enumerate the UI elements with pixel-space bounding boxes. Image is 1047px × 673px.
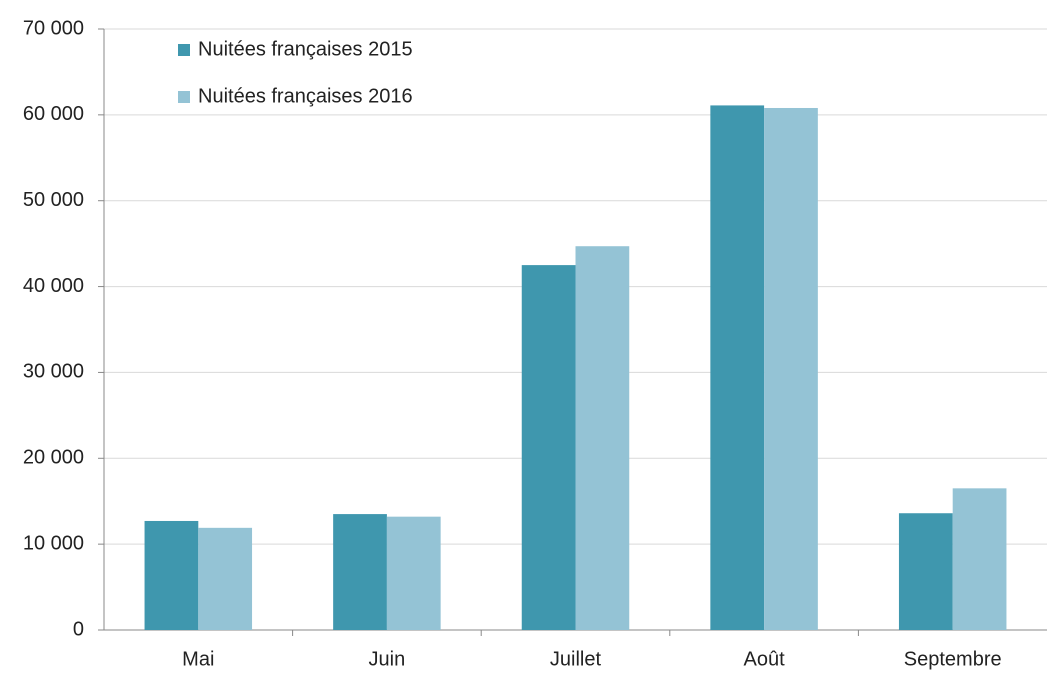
bar	[764, 107, 818, 630]
bar	[898, 513, 953, 630]
y-tick-label: 60 000	[23, 103, 84, 125]
bar	[521, 265, 576, 630]
x-tick-label: Juin	[369, 648, 406, 670]
y-tick-label: 10 000	[23, 532, 84, 554]
y-tick-label: 70 000	[23, 17, 84, 39]
y-tick-label: 30 000	[23, 361, 84, 383]
bar	[952, 488, 1007, 630]
bar	[198, 527, 253, 630]
x-tick-label: Mai	[182, 648, 214, 670]
bar	[575, 246, 630, 630]
x-tick-label: Août	[744, 648, 786, 670]
x-tick-label: Septembre	[904, 648, 1002, 670]
x-tick-label: Juillet	[550, 648, 602, 670]
y-tick-label: 0	[73, 618, 84, 640]
bar	[386, 516, 441, 630]
y-tick-label: 40 000	[23, 275, 84, 297]
legend-swatch	[178, 44, 190, 56]
legend-label: Nuitées françaises 2015	[198, 38, 413, 60]
y-tick-label: 50 000	[23, 189, 84, 211]
bar	[144, 520, 199, 630]
legend-label: Nuitées françaises 2016	[198, 85, 413, 107]
y-tick-label: 20 000	[23, 447, 84, 469]
bar	[333, 514, 387, 630]
bar	[710, 105, 765, 631]
legend-swatch	[178, 91, 190, 103]
